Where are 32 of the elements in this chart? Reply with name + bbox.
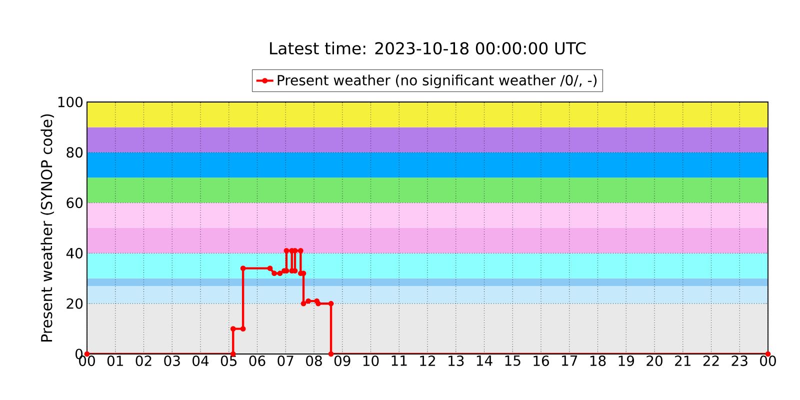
y-tick-label: 40 (66, 248, 83, 258)
x-tick-label: 22 (703, 356, 719, 366)
x-tick-label: 06 (249, 356, 266, 366)
x-tick-label: 19 (618, 356, 634, 366)
x-tick-label: 20 (646, 356, 662, 366)
x-tick-label: 09 (334, 356, 350, 366)
x-tick-label: 07 (278, 356, 294, 366)
y-tick-label: 100 (58, 96, 83, 108)
x-tick-label: 10 (363, 356, 379, 366)
x-tick-label: 02 (136, 356, 152, 366)
x-tick-label: 03 (164, 356, 180, 366)
x-tick-label: 05 (220, 356, 237, 366)
x-tick-label: 11 (392, 356, 407, 366)
x-tick-label: 18 (590, 356, 606, 366)
y-tick-label: 20 (66, 298, 83, 309)
x-tick-label: 21 (675, 356, 690, 366)
x-tick-label: 14 (476, 356, 492, 366)
chart-title: Latest time: 2023-10-18 00:00:00 UTC (270, 42, 586, 54)
x-tick-label: 04 (192, 356, 209, 366)
y-tick-label: 80 (66, 147, 83, 158)
legend-label: Present weather (no significant weather /0/, -) (278, 74, 597, 88)
y-axis-title: Present weather (SYNOP code) (40, 114, 54, 342)
x-tick-label: 17 (562, 356, 578, 366)
x-tick-label: 16 (534, 356, 549, 366)
x-tick-label: 23 (732, 356, 748, 366)
x-tick-label: 15 (505, 356, 520, 366)
x-tick-label: 12 (420, 356, 435, 366)
x-tick-label: 01 (107, 356, 123, 366)
x-tick-label: 08 (306, 356, 322, 366)
x-tick-label: 00 (760, 356, 776, 366)
y-tick-label: 60 (66, 198, 83, 208)
x-tick-label: 13 (448, 356, 464, 366)
